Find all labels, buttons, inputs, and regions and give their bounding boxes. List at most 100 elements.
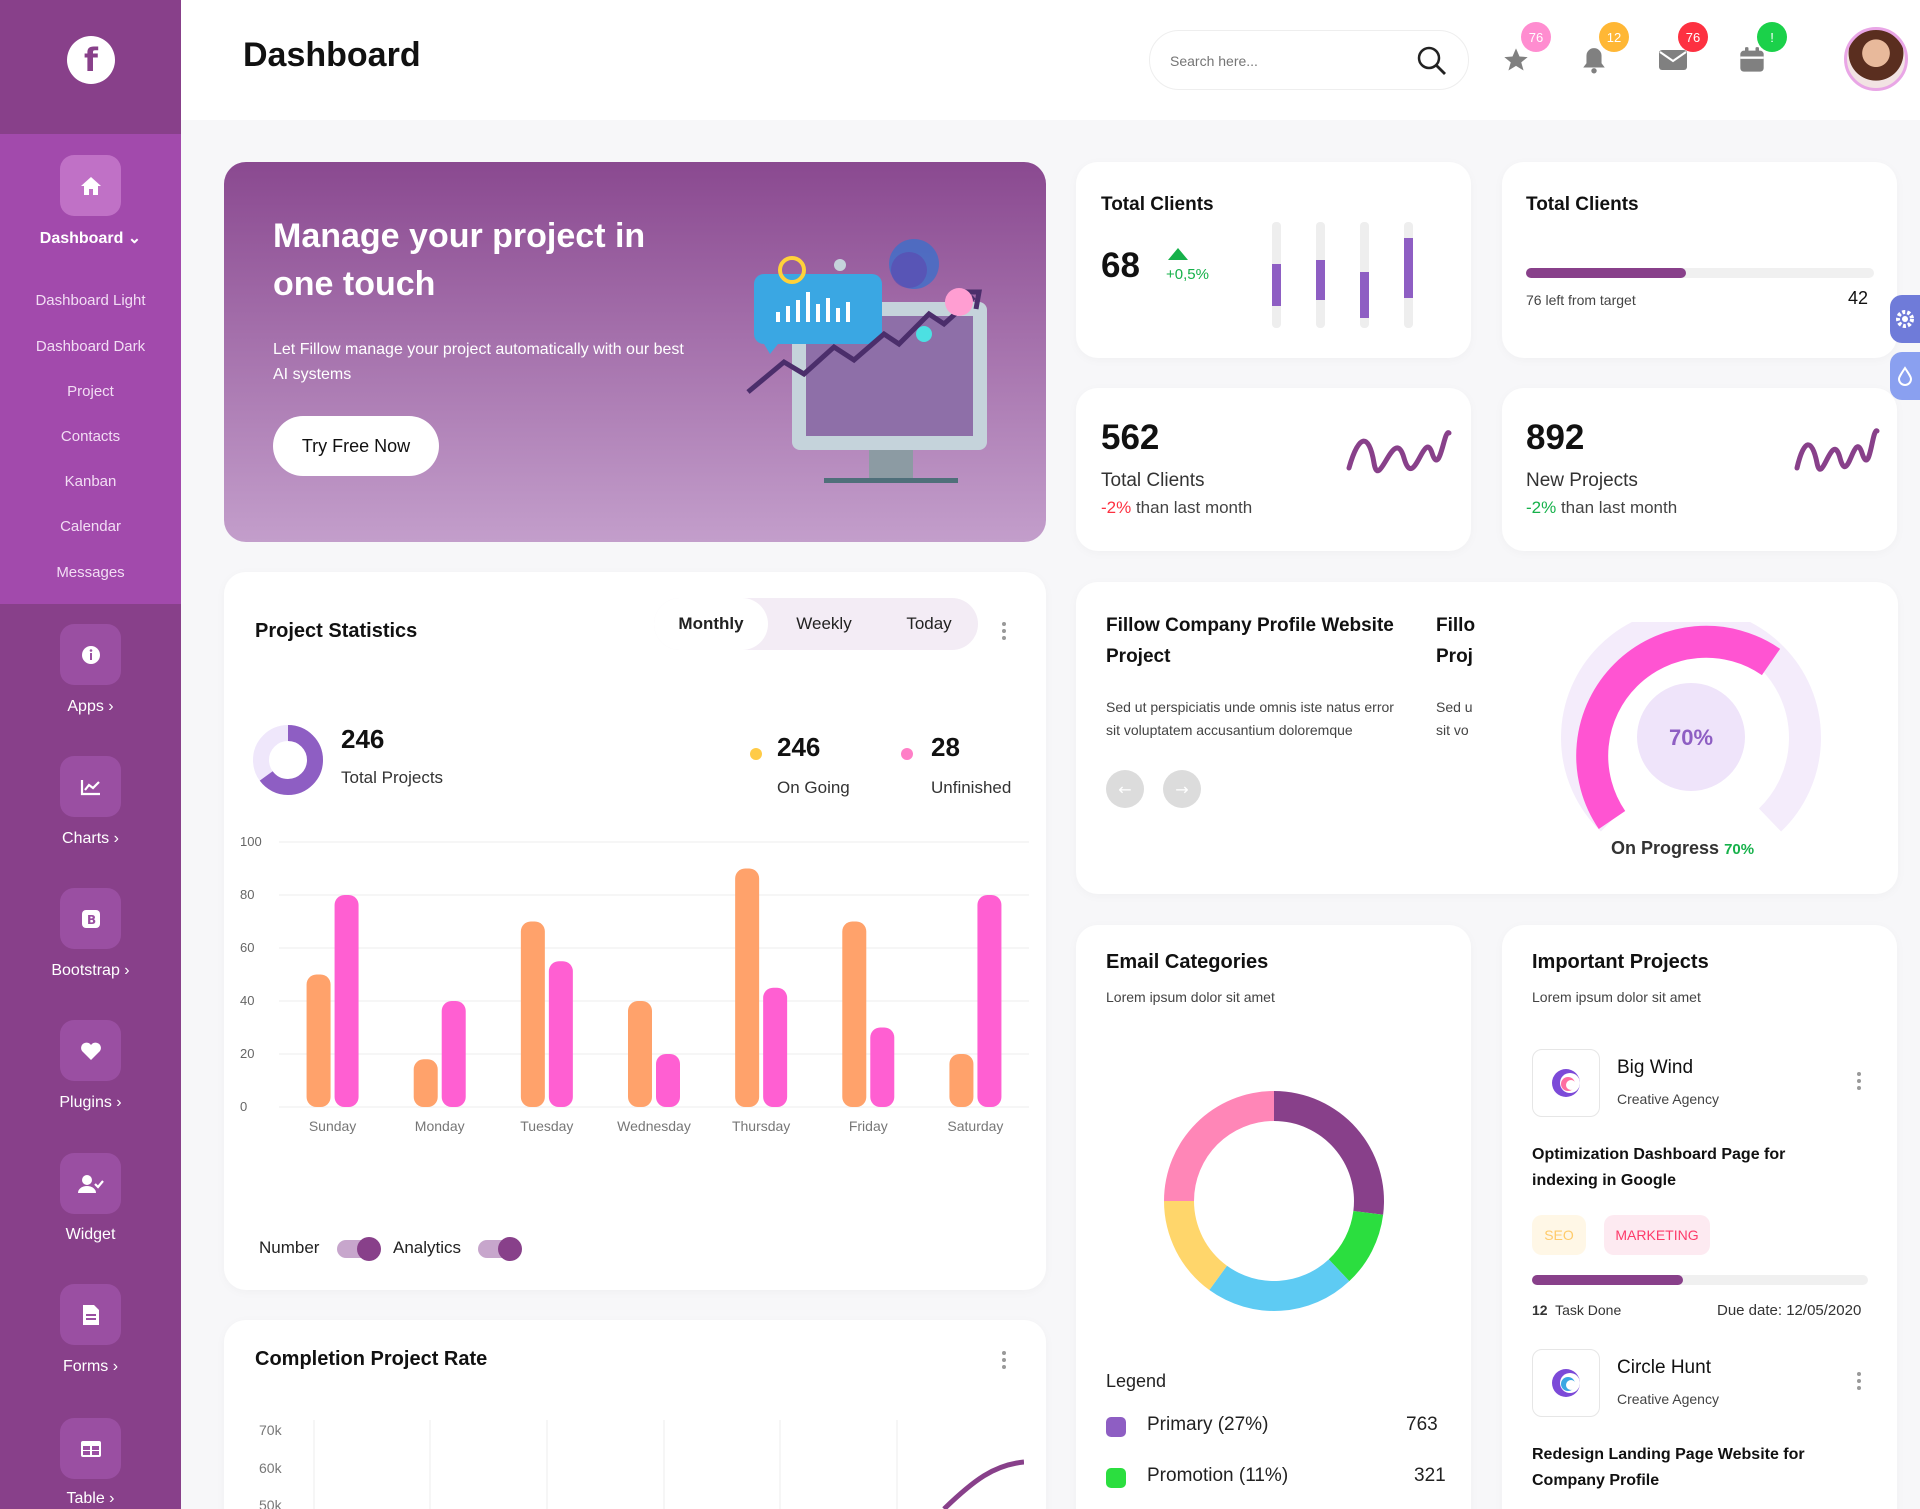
progress-label-text: On Progress bbox=[1611, 838, 1720, 858]
bell-icon[interactable] bbox=[1578, 44, 1610, 76]
sidebar-item-widget[interactable]: Widget bbox=[65, 1226, 116, 1243]
gauge-value: 70% bbox=[1669, 725, 1713, 750]
y-tick-label: 100 bbox=[240, 834, 262, 849]
legend-value-primary: 763 bbox=[1406, 1414, 1438, 1435]
completion-rate-card: Completion Project Rate 70k 60k 50k bbox=[224, 1320, 1046, 1509]
fillow-logo[interactable]: f bbox=[67, 36, 115, 84]
hero-banner: Manage your project in one touch Let Fil… bbox=[224, 162, 1046, 542]
try-free-button[interactable]: Try Free Now bbox=[273, 416, 439, 476]
ongoing-label: On Going bbox=[777, 778, 850, 797]
stat-suffix: than last month bbox=[1131, 498, 1253, 517]
bell-badge: 12 bbox=[1599, 22, 1629, 52]
y-tick-70k: 70k bbox=[259, 1422, 282, 1438]
period-tabs: Monthly Weekly Today bbox=[654, 598, 978, 650]
tab-monthly[interactable]: Monthly bbox=[654, 598, 768, 650]
legend-swatch-primary bbox=[1106, 1417, 1126, 1437]
stat-change: +0,5% bbox=[1166, 266, 1209, 283]
card-title: Project Statistics bbox=[255, 620, 418, 642]
stat-label: New Projects bbox=[1526, 470, 1638, 491]
mini-bars bbox=[1272, 222, 1413, 328]
stat-suffix: than last month bbox=[1556, 498, 1678, 517]
bar-orange-sunday bbox=[306, 974, 331, 1107]
more-options-icon[interactable] bbox=[1857, 1369, 1863, 1393]
tag-marketing[interactable]: MARKETING bbox=[1604, 1215, 1710, 1255]
bar-pink-monday bbox=[441, 1001, 466, 1107]
stat-value: 68 bbox=[1101, 246, 1140, 285]
sidebar-item-dashboard[interactable]: Dashboard ⌄ bbox=[39, 230, 142, 247]
donut-slice-0 bbox=[1274, 1091, 1384, 1215]
x-tick-label: Tuesday bbox=[520, 1118, 573, 1134]
card-title: Completion Project Rate bbox=[255, 1348, 488, 1370]
x-tick-label: Wednesday bbox=[617, 1118, 691, 1134]
table-icon[interactable] bbox=[60, 1418, 121, 1479]
tab-weekly[interactable]: Weekly bbox=[796, 614, 852, 633]
target-progress-fill bbox=[1526, 268, 1687, 278]
donut-slice-1 bbox=[1328, 1211, 1384, 1282]
donut-slice-4 bbox=[1164, 1091, 1274, 1201]
sidebar-item-calendar[interactable]: Calendar bbox=[60, 518, 121, 535]
search-input[interactable] bbox=[1170, 49, 1400, 73]
home-icon[interactable] bbox=[60, 155, 121, 216]
sidebar-item-bootstrap[interactable]: Bootstrap › bbox=[51, 962, 130, 979]
slide-title-line1: Fillow Company Profile Website bbox=[1106, 615, 1394, 636]
circle-hunt-logo bbox=[1532, 1349, 1600, 1417]
project-name[interactable]: Circle Hunt bbox=[1617, 1357, 1711, 1378]
sidebar-item-contacts[interactable]: Contacts bbox=[60, 428, 121, 445]
sidebar-item-forms[interactable]: Forms › bbox=[62, 1358, 119, 1375]
donut-slice-3 bbox=[1164, 1201, 1227, 1290]
theme-drop-icon[interactable] bbox=[1890, 352, 1920, 400]
total-projects-label: Total Projects bbox=[341, 768, 444, 787]
y-tick-50k: 50k bbox=[259, 1497, 282, 1509]
sidebar-item-plugins[interactable]: Plugins › bbox=[59, 1094, 122, 1111]
sidebar-item-project[interactable]: Project bbox=[67, 383, 114, 400]
y-tick-label: 0 bbox=[240, 1099, 247, 1114]
settings-gear-icon[interactable] bbox=[1890, 295, 1920, 343]
clients-trend-card: 562 Total Clients -2% than last month bbox=[1076, 388, 1471, 551]
sidebar-item-apps[interactable]: Apps › bbox=[67, 698, 114, 715]
task-done-count: 12 bbox=[1532, 1302, 1548, 1318]
next-arrow-icon[interactable]: → bbox=[1163, 770, 1201, 808]
document-icon[interactable] bbox=[60, 1284, 121, 1345]
user-check-icon[interactable] bbox=[60, 1153, 121, 1214]
sidebar-item-dashboard-dark[interactable]: Dashboard Dark bbox=[35, 338, 146, 355]
star-icon[interactable] bbox=[1500, 44, 1532, 76]
sidebar-item-kanban[interactable]: Kanban bbox=[64, 473, 117, 490]
legend-swatch-promotion bbox=[1106, 1468, 1126, 1488]
tab-today[interactable]: Today bbox=[906, 614, 952, 633]
sidebar-item-dashboard-light[interactable]: Dashboard Light bbox=[35, 292, 146, 309]
sidebar-item-charts[interactable]: Charts › bbox=[62, 830, 119, 847]
slide-text-line1: Sed ut perspiciatis unde omnis iste natu… bbox=[1106, 699, 1394, 715]
number-toggle[interactable] bbox=[337, 1237, 381, 1261]
bootstrap-icon[interactable]: B bbox=[60, 888, 121, 949]
search-icon[interactable] bbox=[1416, 45, 1448, 77]
heart-icon[interactable] bbox=[60, 1020, 121, 1081]
user-avatar[interactable] bbox=[1844, 27, 1908, 91]
more-options-icon[interactable] bbox=[1857, 1069, 1863, 1093]
project-name[interactable]: Big Wind bbox=[1617, 1057, 1694, 1078]
stat-value: 562 bbox=[1101, 418, 1160, 457]
sidebar-item-table[interactable]: Table › bbox=[66, 1490, 115, 1507]
calendar-icon[interactable] bbox=[1736, 44, 1768, 76]
bar-orange-tuesday bbox=[520, 921, 545, 1107]
mail-icon[interactable] bbox=[1657, 44, 1689, 76]
sidebar-item-messages[interactable]: Messages bbox=[56, 564, 125, 581]
analytics-toggle[interactable] bbox=[478, 1237, 522, 1261]
more-options-icon[interactable] bbox=[1002, 1348, 1008, 1372]
sidebar: f Dashboard ⌄ Dashboard Light Dashboard … bbox=[0, 0, 181, 1509]
peek-text: Sed u sit vo bbox=[1436, 696, 1476, 742]
email-categories-card: Email Categories Lorem ipsum dolor sit a… bbox=[1076, 925, 1471, 1509]
tag-seo[interactable]: SEO bbox=[1532, 1215, 1586, 1255]
bar-orange-monday bbox=[413, 1059, 438, 1107]
x-tick-label: Saturday bbox=[947, 1118, 1003, 1134]
search-box[interactable] bbox=[1149, 30, 1469, 90]
prev-arrow-icon[interactable]: ← bbox=[1106, 770, 1144, 808]
project-bar-chart: 0 20 40 60 80 100 Sunday Monday Tuesday Wednesday… bbox=[240, 834, 1029, 1134]
more-options-icon[interactable] bbox=[1002, 619, 1008, 643]
task-title: Optimization Dashboard Page for indexing… bbox=[1532, 1146, 1786, 1189]
bar-pink-wednesday bbox=[656, 1054, 680, 1107]
calendar-badge: ! bbox=[1757, 22, 1787, 52]
info-icon[interactable] bbox=[60, 624, 121, 685]
bar-pink-friday bbox=[870, 1027, 895, 1107]
bar-orange-saturday bbox=[949, 1054, 974, 1107]
chart-icon[interactable] bbox=[60, 756, 121, 817]
